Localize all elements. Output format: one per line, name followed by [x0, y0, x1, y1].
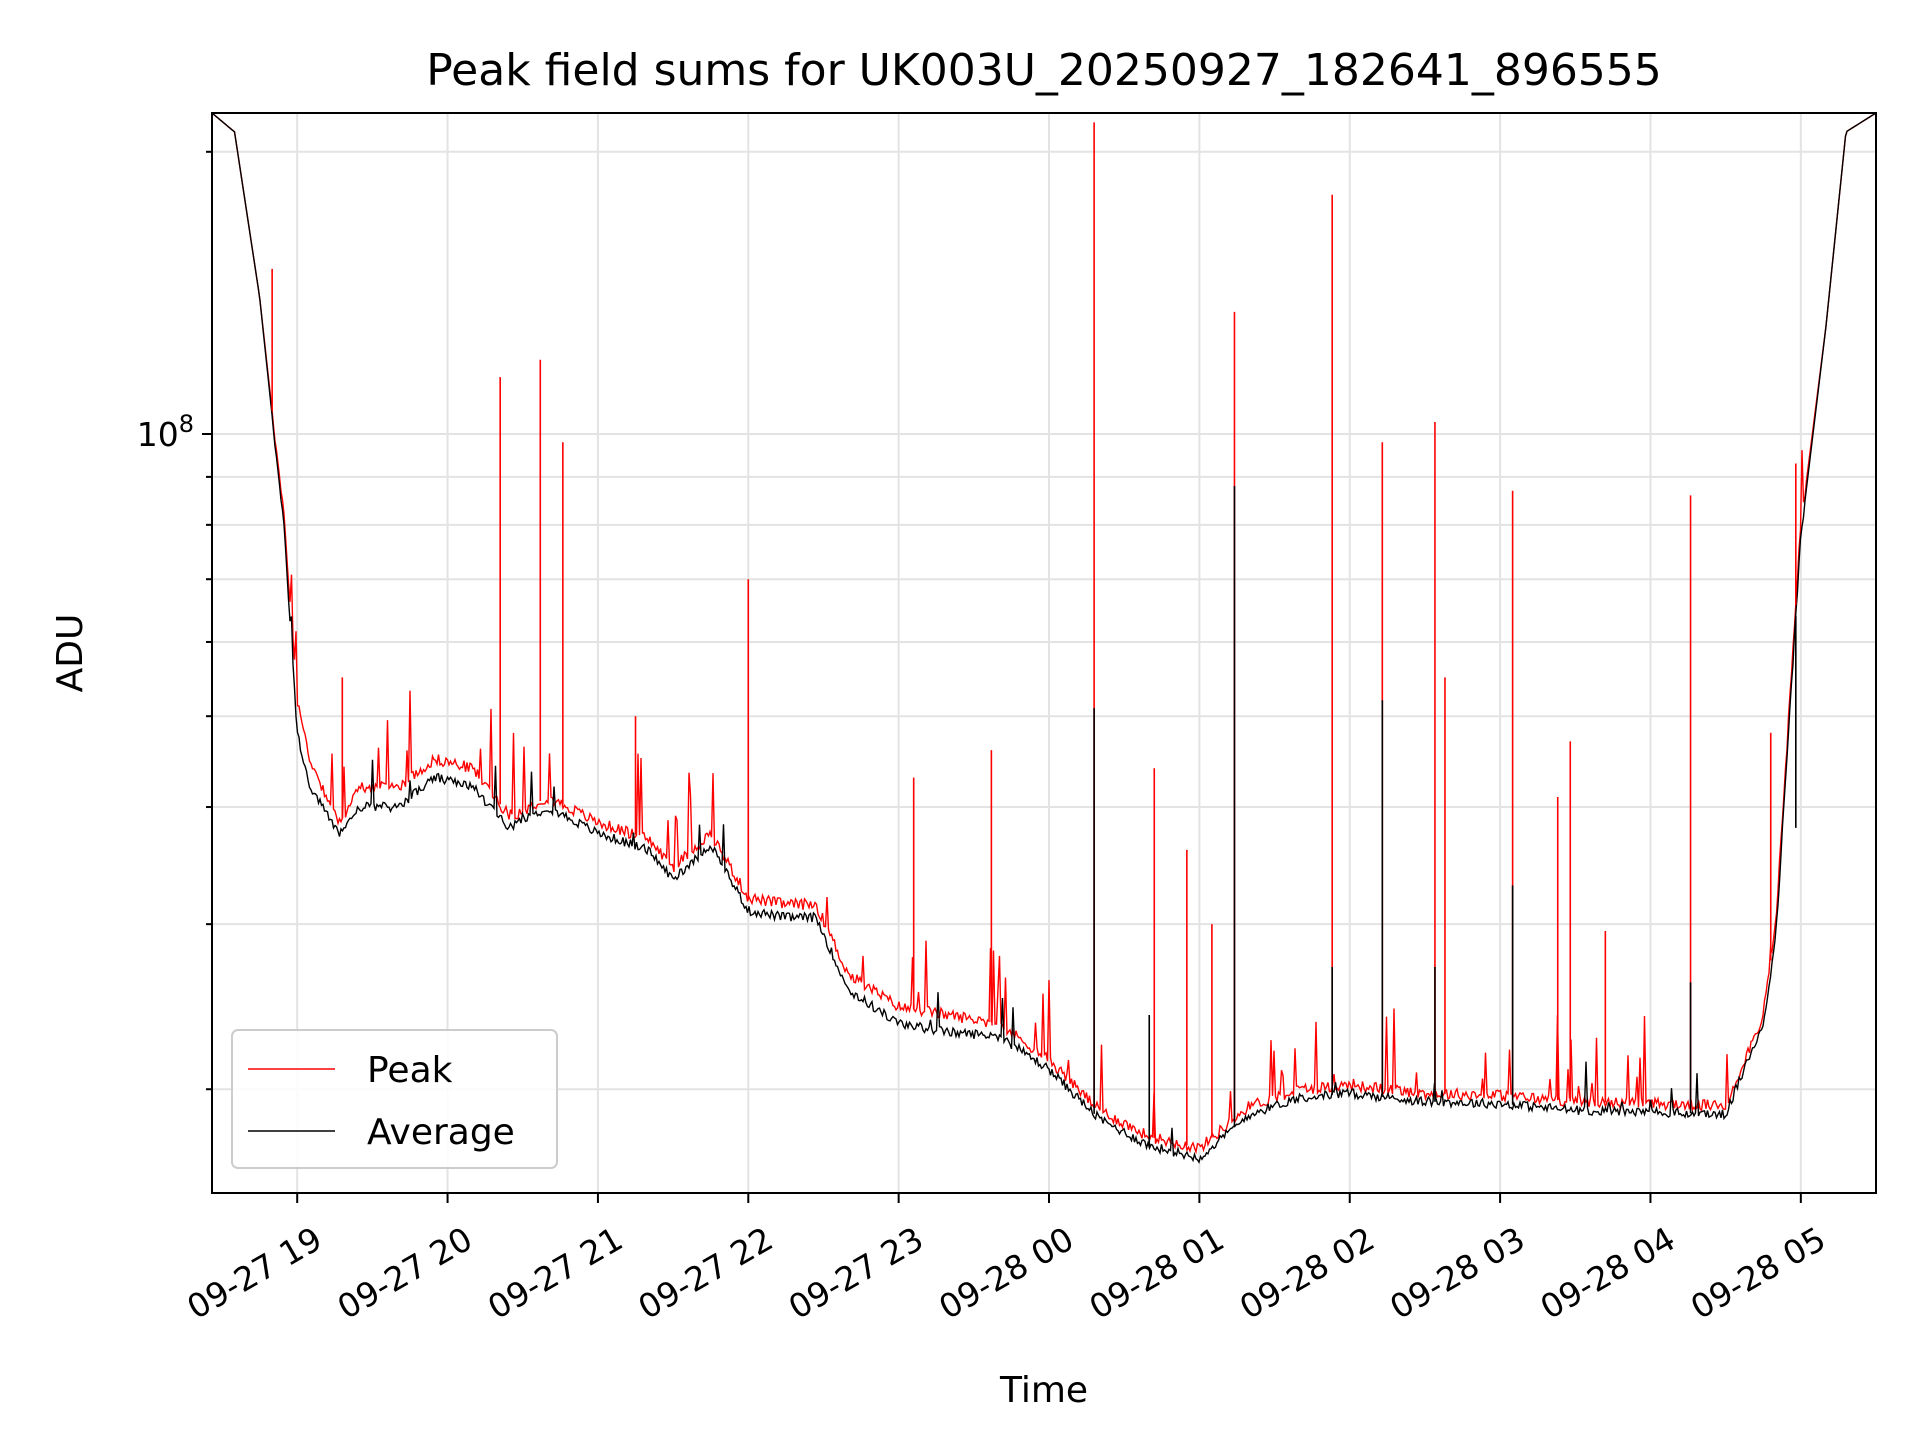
- y-tick-label: 108: [137, 410, 194, 454]
- legend-label: Peak: [367, 1050, 453, 1091]
- y-tick-label-base: 10: [137, 415, 179, 454]
- plot-frame: [211, 112, 1877, 1194]
- series-line-peak: [211, 112, 1876, 1155]
- x-axis-label: Time: [999, 1370, 1088, 1411]
- series-line-average: [211, 112, 1876, 1164]
- legend: Peak Average: [231, 1029, 558, 1169]
- chart-title: Peak field sums for UK003U_20250927_1826…: [426, 45, 1662, 96]
- legend-label: Average: [367, 1112, 515, 1153]
- y-tick-label-exponent: 8: [179, 410, 194, 438]
- legend-box: [231, 1029, 558, 1169]
- series-layer: [211, 112, 1876, 1164]
- y-axis-label: ADU: [50, 614, 91, 693]
